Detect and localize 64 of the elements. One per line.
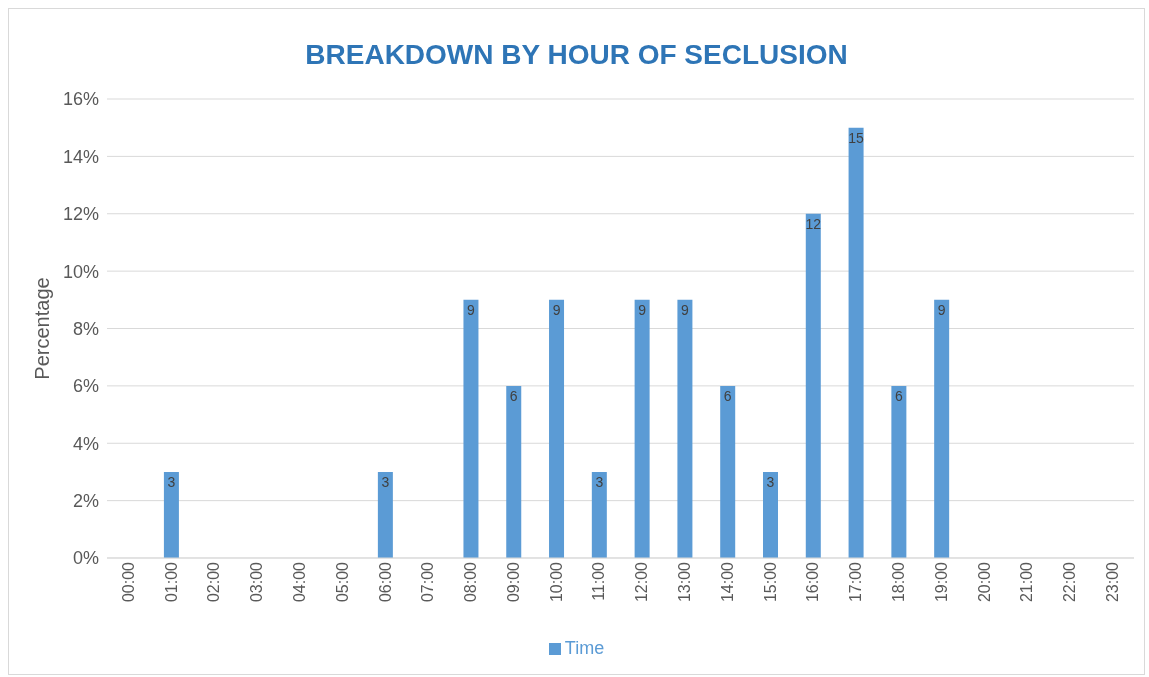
- x-tick-label: 02:00: [205, 561, 223, 603]
- bar: [634, 299, 650, 558]
- x-tick-label: 05:00: [333, 561, 351, 603]
- data-label: 3: [167, 473, 176, 490]
- data-label: 9: [467, 301, 476, 318]
- x-tick-label: 18:00: [890, 561, 908, 603]
- y-tick-label: 8%: [72, 318, 99, 339]
- x-tick-label: 01:00: [162, 561, 180, 603]
- y-tick-label: 6%: [72, 376, 99, 397]
- y-tick-label: 10%: [62, 261, 99, 282]
- x-tick-label: 13:00: [676, 561, 694, 603]
- y-tick-label: 12%: [62, 204, 99, 225]
- x-tick-label: 23:00: [1103, 561, 1121, 603]
- y-tick-label: 2%: [72, 491, 99, 512]
- bar: [805, 213, 821, 558]
- data-label: 3: [381, 473, 390, 490]
- data-label: 9: [937, 301, 946, 318]
- x-tick-label: 20:00: [975, 561, 993, 603]
- x-tick-label: 11:00: [590, 561, 608, 601]
- y-tick-label: 14%: [62, 146, 99, 167]
- data-label: 9: [681, 301, 690, 318]
- bar: [506, 385, 522, 558]
- x-tick-label: 03:00: [248, 561, 266, 603]
- x-tick-label: 12:00: [633, 561, 651, 603]
- bar: [463, 299, 479, 558]
- data-label: 9: [638, 301, 647, 318]
- bar: [891, 385, 907, 558]
- data-label: 15: [848, 129, 865, 146]
- x-tick-label: 04:00: [290, 561, 308, 603]
- bar: [377, 471, 393, 558]
- chart-title: BREAKDOWN BY HOUR OF SECLUSION: [304, 39, 849, 72]
- data-label: 3: [766, 473, 775, 490]
- data-label: 9: [552, 301, 561, 318]
- data-label: 3: [595, 473, 604, 490]
- y-tick-label: 4%: [72, 433, 99, 454]
- data-label: 12: [805, 215, 822, 232]
- bar: [677, 299, 693, 558]
- data-label: 6: [894, 387, 903, 404]
- x-tick-label: 19:00: [932, 561, 950, 603]
- bar: [549, 299, 565, 558]
- y-axis-title: Percentage: [31, 277, 54, 380]
- x-tick-label: 15:00: [761, 561, 779, 603]
- x-tick-label: 10:00: [547, 561, 565, 603]
- bar: [591, 471, 607, 558]
- data-label: 6: [509, 387, 518, 404]
- x-tick-label: 06:00: [376, 561, 394, 603]
- x-tick-label: 09:00: [504, 561, 522, 603]
- bar: [848, 127, 864, 558]
- x-tick-label: 17:00: [847, 561, 865, 603]
- x-tick-label: 22:00: [1061, 561, 1079, 603]
- bar: [163, 471, 179, 558]
- x-tick-label: 21:00: [1018, 561, 1036, 603]
- bar: [763, 471, 778, 558]
- bar: [934, 299, 950, 558]
- x-tick-label: 14:00: [718, 561, 736, 603]
- x-tick-label: 16:00: [804, 561, 822, 603]
- legend-label: Time: [564, 638, 605, 658]
- x-tick-label: 00:00: [119, 561, 137, 603]
- bar: [720, 385, 736, 558]
- y-tick-label: 16%: [62, 89, 99, 110]
- data-label: 6: [723, 387, 732, 404]
- y-tick-label: 0%: [72, 548, 99, 569]
- x-tick-label: 07:00: [419, 561, 437, 603]
- x-tick-label: 08:00: [462, 561, 480, 603]
